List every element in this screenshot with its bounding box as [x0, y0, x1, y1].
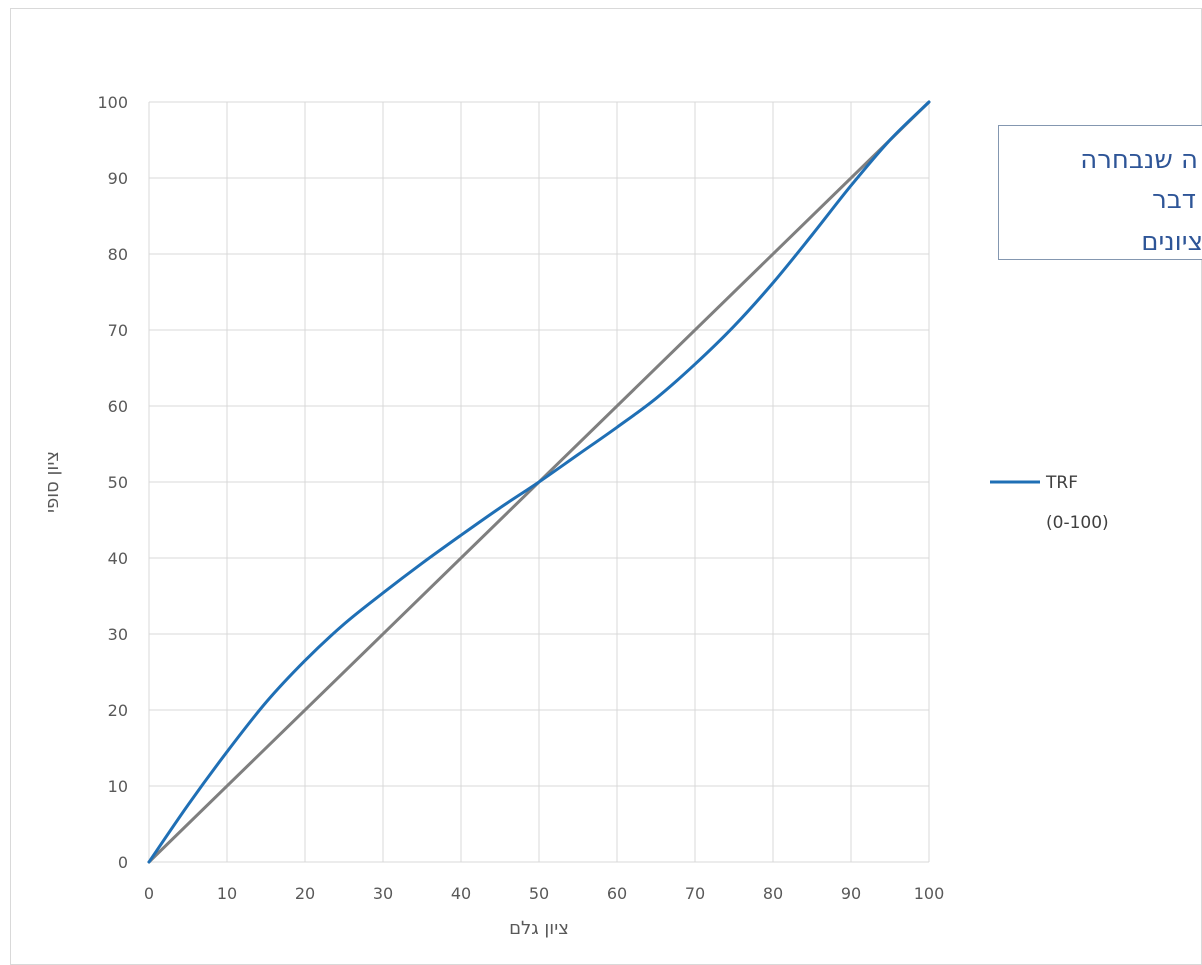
grid-layer — [148, 101, 930, 863]
y-tick-labels: 0 10 20 30 40 50 60 70 80 90 100 — [97, 93, 128, 872]
x-tick-label-7: 70 — [685, 884, 705, 903]
y-tick-label-8: 80 — [108, 245, 128, 264]
annotation-line-2: דבר — [1152, 185, 1196, 215]
y-tick-label-2: 20 — [108, 701, 128, 720]
y-tick-label-0: 0 — [118, 853, 128, 872]
y-tick-label-1: 10 — [108, 777, 128, 796]
x-tick-label-8: 80 — [763, 884, 783, 903]
x-tick-label-0: 0 — [144, 884, 154, 903]
x-axis-title: ציון גלם — [509, 918, 569, 939]
x-tick-label-5: 50 — [529, 884, 549, 903]
y-axis-title: ציון סופי — [42, 451, 63, 513]
x-tick-label-10: 100 — [914, 884, 945, 903]
x-tick-label-9: 90 — [841, 884, 861, 903]
y-tick-label-6: 60 — [108, 397, 128, 416]
legend-label-line-1: TRF — [1045, 473, 1078, 493]
series-layer — [147, 100, 931, 864]
y-tick-label-3: 30 — [108, 625, 128, 644]
y-tick-label-9: 90 — [108, 169, 128, 188]
x-tick-label-2: 20 — [295, 884, 315, 903]
annotation-line-3: ציונים — [1141, 227, 1202, 257]
x-tick-labels: 0 10 20 30 40 50 60 70 80 90 100 — [144, 884, 944, 903]
x-tick-label-4: 40 — [451, 884, 471, 903]
legend: TRF (0-100) — [990, 473, 1109, 533]
y-tick-label-4: 40 — [108, 549, 128, 568]
annotation-line-1: ה שנבחרה — [1080, 145, 1198, 175]
y-tick-label-10: 100 — [97, 93, 128, 112]
annotation-box: ה שנבחרה דבר ציונים — [998, 125, 1202, 260]
x-tick-label-3: 30 — [373, 884, 393, 903]
x-tick-label-6: 60 — [607, 884, 627, 903]
y-tick-label-5: 50 — [108, 473, 128, 492]
x-tick-label-1: 10 — [217, 884, 237, 903]
legend-label-line-2: (0-100) — [1046, 513, 1109, 533]
series-line-trf — [147, 100, 931, 864]
y-tick-label-7: 70 — [108, 321, 128, 340]
